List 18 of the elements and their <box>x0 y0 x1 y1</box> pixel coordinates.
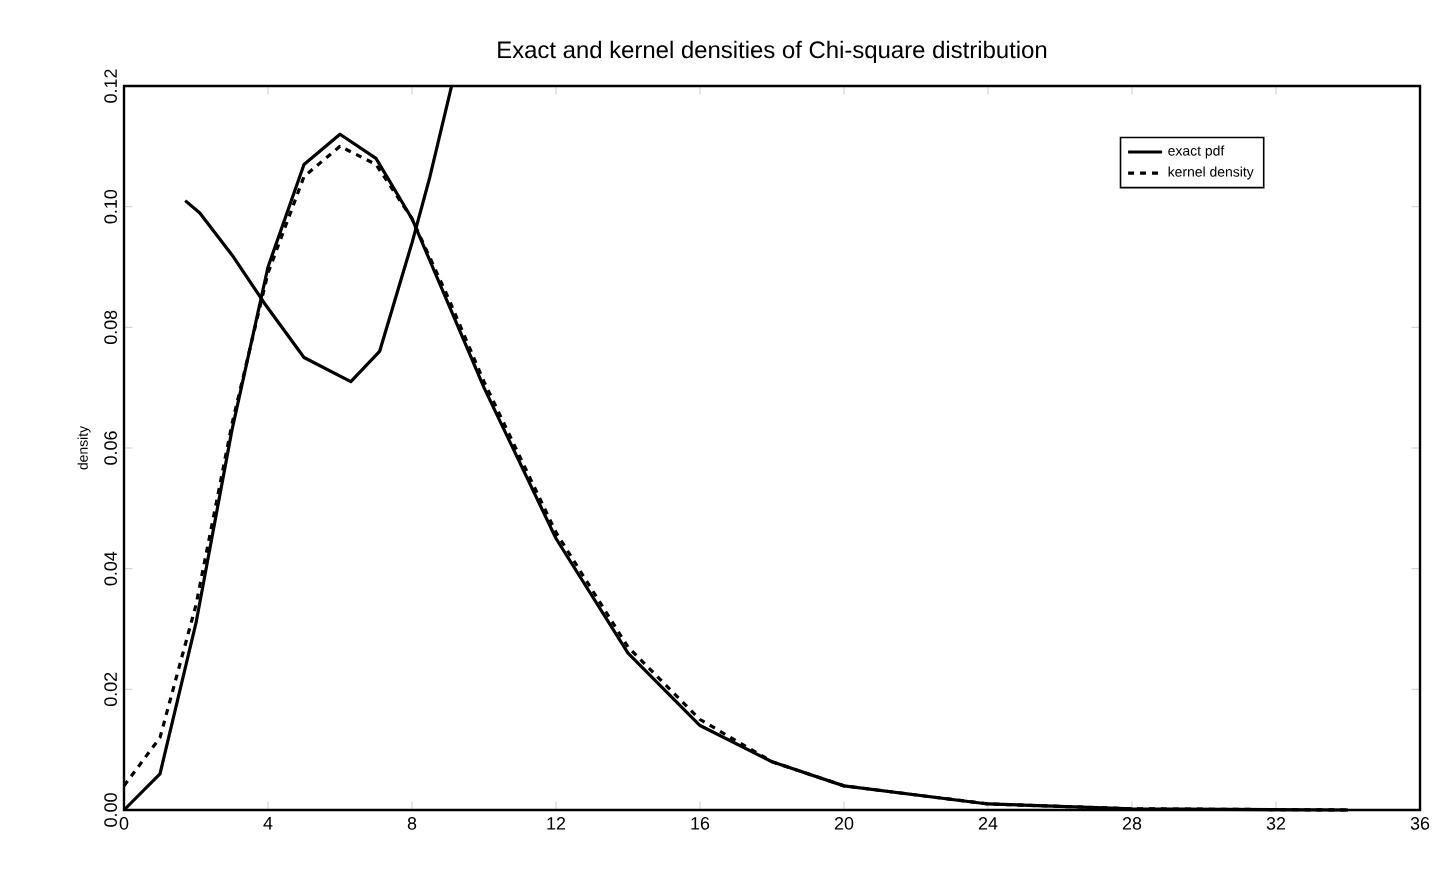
y-tick-label: 0.12 <box>104 69 117 103</box>
y-tick-label: 0.02 <box>104 672 117 707</box>
chart-title: Exact and kernel densities of Chi-square distribution <box>498 40 1047 63</box>
x-tick-label: 28 <box>1122 817 1142 830</box>
x-tick-label: 36 <box>1410 817 1430 830</box>
y-tick-label: 0.00 <box>104 793 117 827</box>
x-tick-label: 24 <box>978 817 998 830</box>
x-tick-label: 0 <box>119 817 129 830</box>
y-tick-label: 0.06 <box>104 431 117 465</box>
y-tick-label: 0.10 <box>104 189 117 224</box>
x-tick-label: 8 <box>407 817 417 830</box>
y-tick-label: 0.04 <box>104 551 117 586</box>
y-tick-label: 0.08 <box>104 310 117 345</box>
x-tick-label: 16 <box>691 817 710 830</box>
x-tick-label: 32 <box>1266 817 1286 830</box>
x-tick-label: 12 <box>547 817 566 830</box>
x-tick-label: 4 <box>263 817 273 830</box>
x-tick-label: 20 <box>834 817 854 830</box>
